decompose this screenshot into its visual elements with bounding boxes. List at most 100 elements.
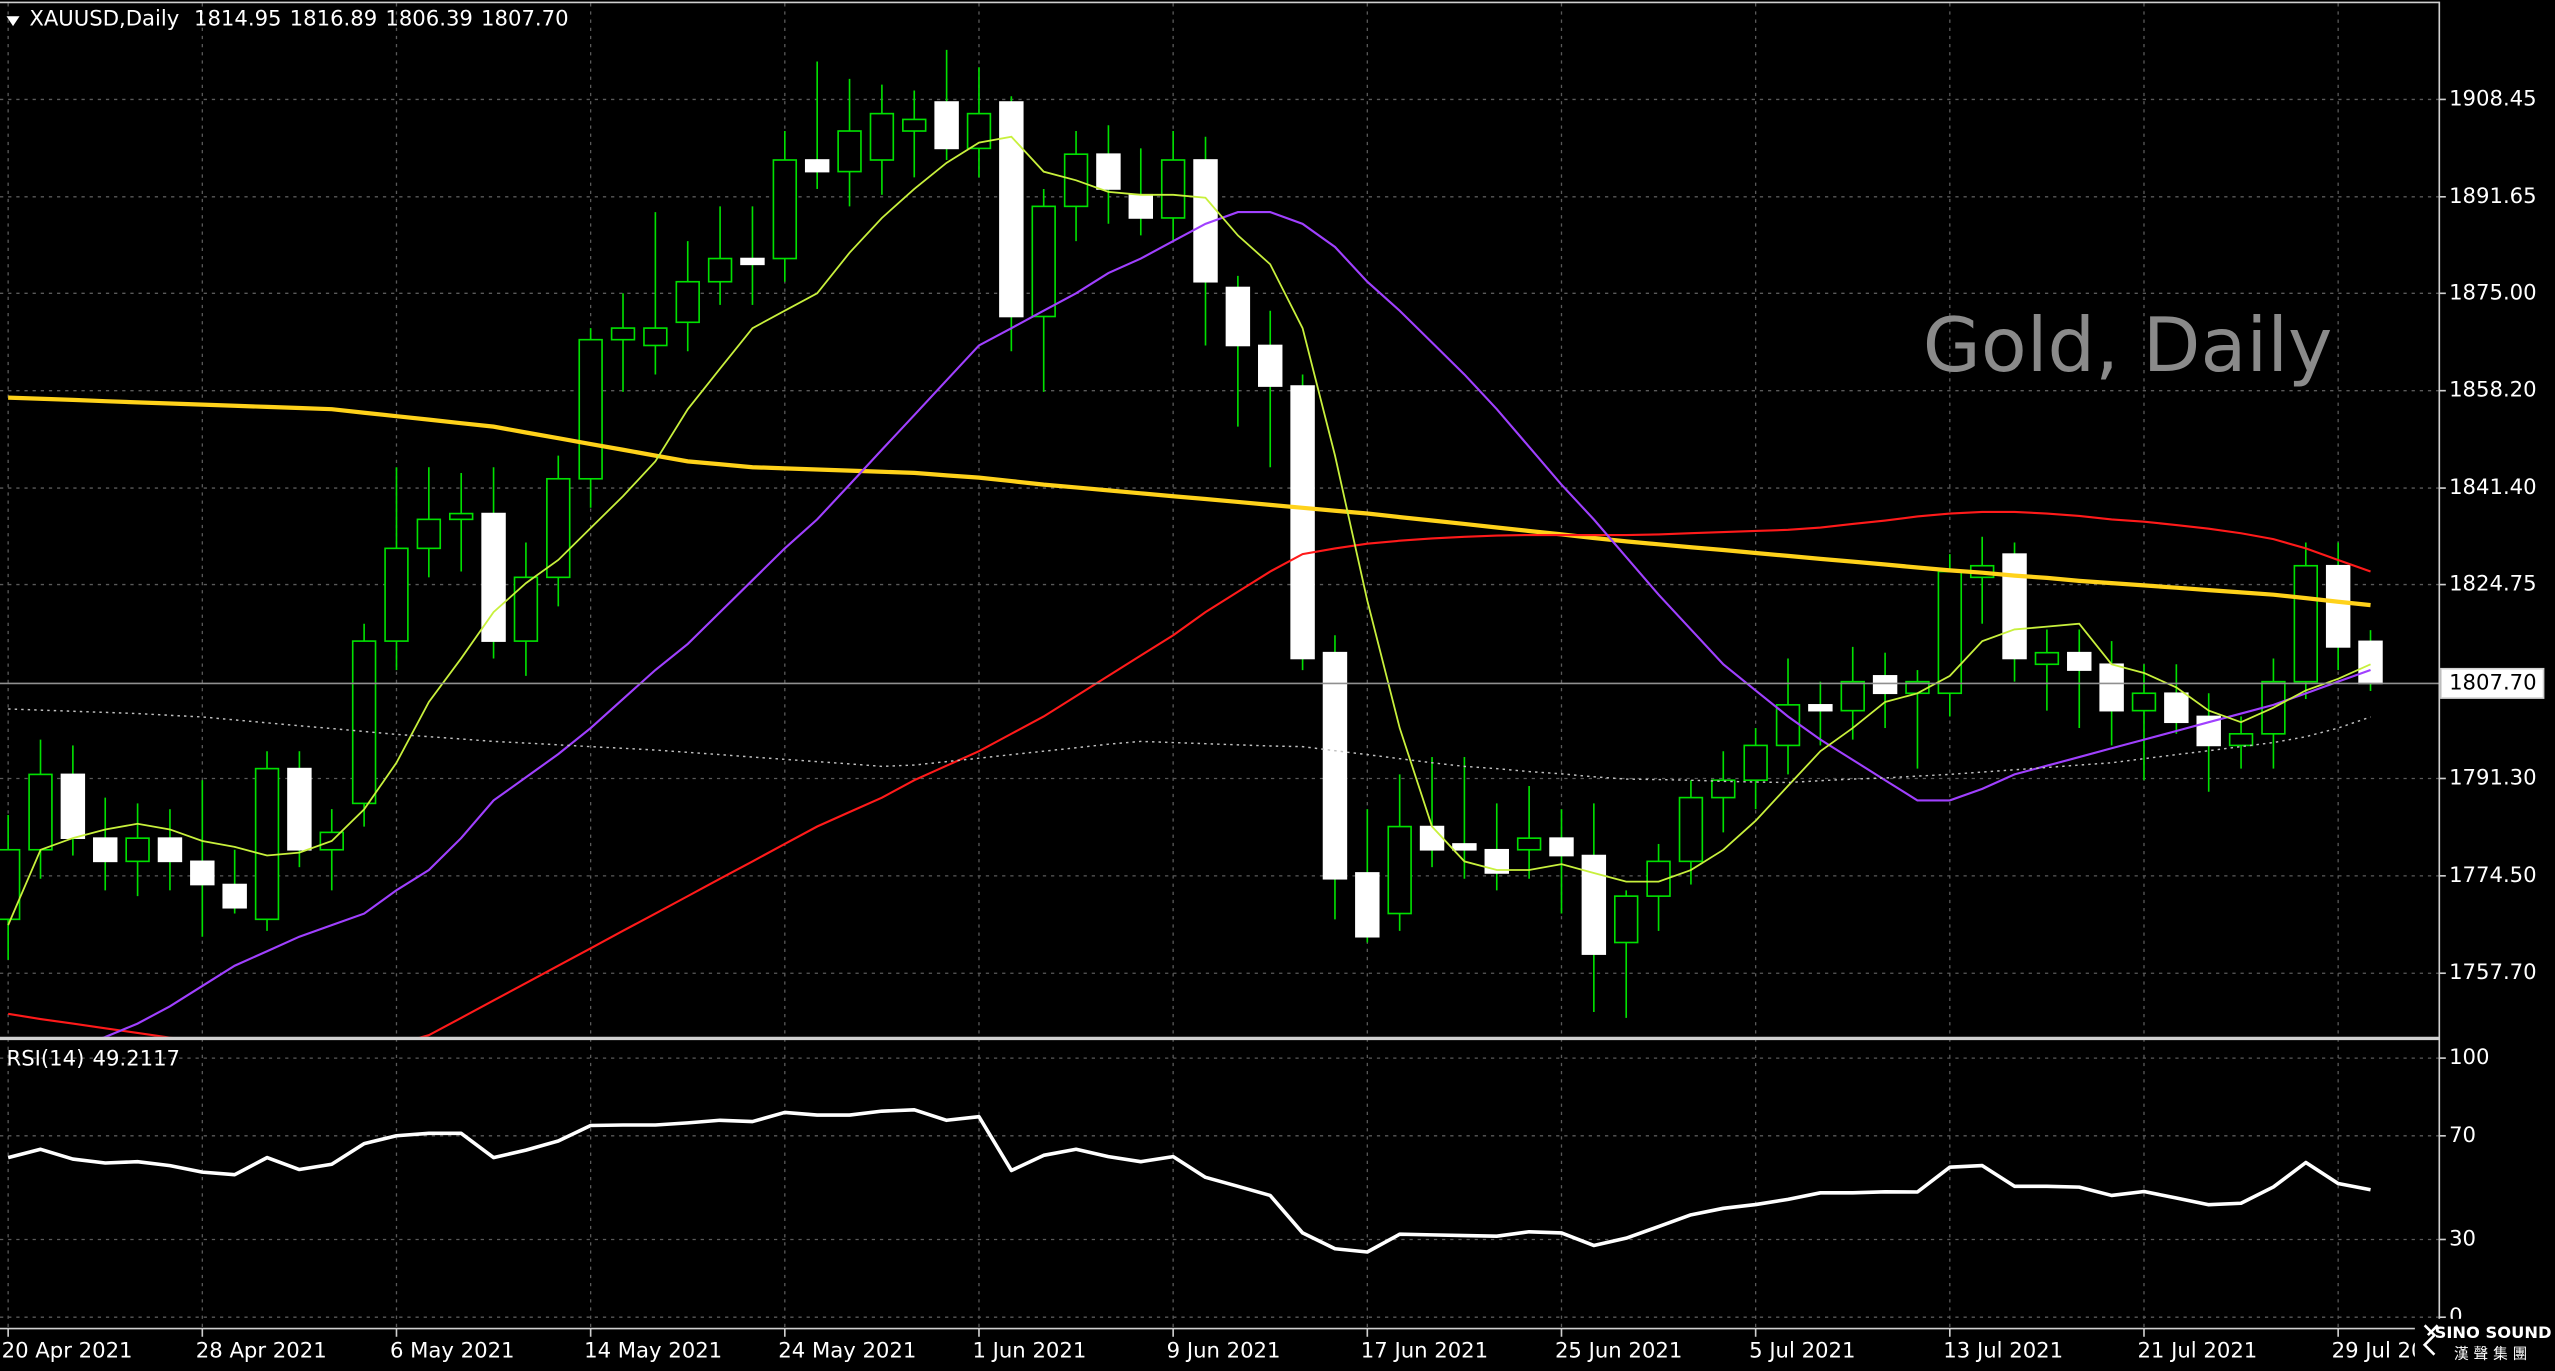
x-tick-label: 14 May 2021 (584, 1337, 722, 1362)
candle-body (1646, 860, 1671, 897)
symbol-arrow (6, 16, 20, 27)
y-tick-label: 1757.70 (2449, 959, 2537, 984)
moving-average-line (8, 395, 2371, 608)
candle-body (1516, 837, 1542, 851)
candle-body (1225, 286, 1251, 347)
x-tick-label: 6 May 2021 (390, 1337, 515, 1362)
candle-body (254, 767, 280, 921)
candle-body (1808, 704, 1833, 712)
candle-body (1613, 895, 1639, 944)
candle-body (2131, 692, 2157, 712)
x-tick-label: 1 Jun 2021 (972, 1337, 1086, 1362)
rsi-layer (7, 1108, 2371, 1254)
candle-body (0, 848, 21, 921)
x-tick-label: 13 Jul 2021 (1943, 1337, 2063, 1362)
x-tick-label: 24 May 2021 (778, 1337, 916, 1362)
candle-body (157, 837, 183, 863)
candle-body (546, 477, 571, 579)
y-tick-label: 1858.20 (2449, 377, 2537, 402)
x-tick-label: 28 Apr 2021 (196, 1337, 327, 1362)
candle-body (2099, 663, 2124, 712)
logo-text: SINO SOUND (2435, 1323, 2552, 1342)
candle-body (934, 101, 959, 150)
candle-body (1193, 159, 1218, 283)
logo-background (2414, 1318, 2555, 1371)
candle-body (287, 767, 312, 851)
y-tick-label: 1774.50 (2449, 862, 2537, 887)
ohlc-label: 1816.89 (290, 6, 378, 31)
ohlc-label: 1814.95 (194, 6, 282, 31)
candle-body (1484, 848, 1509, 874)
y-tick-label: 30 (2449, 1225, 2476, 1250)
candle-body (1096, 153, 1121, 190)
candle-body (902, 118, 927, 132)
candle-body (1031, 205, 1056, 318)
y-tick-label: 1824.75 (2449, 571, 2537, 596)
candle-body (772, 159, 798, 260)
x-tick-label: 20 Apr 2021 (2, 1337, 133, 1362)
candle-body (384, 547, 409, 642)
candle-body (351, 640, 377, 805)
candle-body (190, 860, 215, 886)
price-layer (0, 49, 2440, 1037)
candle-body (1258, 344, 1283, 387)
ohlc-label: 1806.39 (385, 6, 473, 31)
candle-body (643, 327, 668, 347)
candle-body (1160, 159, 1186, 219)
candle-body (1128, 193, 1154, 219)
candle-body (93, 837, 118, 863)
rsi-line (7, 1108, 2371, 1254)
candle-body (869, 112, 895, 161)
candle-body (1387, 825, 1412, 915)
candle-body (1549, 837, 1574, 857)
candle-body (448, 512, 474, 521)
candle-body (610, 327, 636, 341)
x-tick-label: 25 Jun 2021 (1555, 1337, 1682, 1362)
moving-average-line (102, 211, 2371, 1037)
last-price-tag (2440, 667, 2545, 699)
moving-average-line (7, 510, 2371, 1037)
y-tick-label: 1875.00 (2449, 279, 2537, 304)
candle-body (2067, 651, 2092, 671)
y-tick-label: 100 (2449, 1044, 2489, 1069)
candle-body (2034, 651, 2060, 666)
logo-subtext: 漢聲集團 (2454, 1346, 2532, 1363)
candle-body (416, 518, 442, 550)
candle-body (28, 773, 53, 851)
candle-body (966, 112, 992, 150)
axis-layer: 1908.45 1891.65 1875.00 1858.20 1841.40 1824.… (2, 85, 2545, 1362)
y-tick-label: 1791.30 (2449, 764, 2537, 789)
candle-body (1678, 796, 1704, 863)
x-tick-label: 5 Jul 2021 (1749, 1337, 1855, 1362)
candle-body (2002, 553, 2027, 660)
candle-body (999, 101, 1024, 318)
candle-body (1743, 744, 1768, 782)
candle-body (1355, 872, 1380, 938)
watermark: Gold, Daily (1923, 301, 2333, 389)
candle-body (513, 576, 539, 642)
candle-body (222, 883, 247, 909)
rsi-title: RSI(14) (7, 1046, 85, 1071)
candle-body (837, 130, 862, 173)
y-tick-label: 1891.65 (2449, 183, 2537, 208)
candle-body (675, 280, 700, 324)
candle-body (2325, 564, 2351, 648)
candle-body (2164, 692, 2189, 724)
chart-header: XAUUSD,Daily 1814.95 1816.89 1806.39 1807.70 (29, 6, 568, 31)
candle-body (1840, 680, 1865, 712)
logo: SINO SOUND 漢聲集團 (2414, 1318, 2555, 1371)
rsi-header: RSI(14) 49.2117 (7, 1046, 181, 1071)
candle-body (578, 338, 603, 480)
candle-body (1711, 779, 1736, 799)
candle-body (2228, 733, 2254, 747)
y-tick-label: 1908.45 (2449, 85, 2537, 110)
last-price-label: 1807.70 (2449, 669, 2537, 694)
y-tick-label: 70 (2449, 1122, 2476, 1147)
candle-body (60, 773, 86, 839)
candle-body (2293, 564, 2319, 683)
candle-body (1322, 651, 1348, 880)
x-tick-label: 9 Jun 2021 (1167, 1337, 1281, 1362)
